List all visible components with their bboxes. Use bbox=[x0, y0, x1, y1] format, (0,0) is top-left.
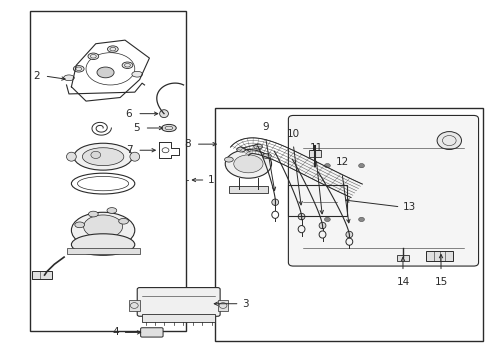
Ellipse shape bbox=[262, 153, 271, 158]
Bar bbox=[32, 271, 52, 279]
Circle shape bbox=[324, 217, 330, 222]
Bar bbox=[396, 255, 408, 261]
Ellipse shape bbox=[83, 215, 122, 238]
Text: 15: 15 bbox=[433, 277, 447, 287]
Bar bbox=[142, 315, 215, 322]
Circle shape bbox=[324, 163, 330, 168]
Ellipse shape bbox=[132, 71, 142, 77]
Text: 6: 6 bbox=[125, 109, 132, 119]
Ellipse shape bbox=[71, 212, 135, 248]
Text: 2: 2 bbox=[33, 71, 40, 81]
Bar bbox=[215, 108, 483, 341]
Ellipse shape bbox=[107, 46, 118, 52]
Text: 1: 1 bbox=[207, 175, 214, 185]
Ellipse shape bbox=[75, 222, 84, 228]
Ellipse shape bbox=[66, 152, 76, 161]
Bar bbox=[129, 300, 140, 311]
Ellipse shape bbox=[345, 231, 352, 238]
Ellipse shape bbox=[130, 152, 140, 161]
Circle shape bbox=[358, 163, 364, 168]
Bar bbox=[217, 300, 228, 311]
Bar bbox=[66, 248, 140, 253]
FancyBboxPatch shape bbox=[137, 288, 220, 316]
Ellipse shape bbox=[97, 67, 114, 78]
Text: 13: 13 bbox=[402, 202, 415, 212]
Ellipse shape bbox=[122, 62, 133, 68]
Ellipse shape bbox=[82, 148, 123, 166]
Ellipse shape bbox=[74, 143, 132, 170]
Bar bbox=[288, 185, 346, 216]
Ellipse shape bbox=[71, 234, 135, 255]
Ellipse shape bbox=[119, 219, 128, 224]
Ellipse shape bbox=[159, 110, 168, 118]
Ellipse shape bbox=[107, 208, 117, 213]
Bar bbox=[426, 251, 452, 261]
Ellipse shape bbox=[73, 66, 84, 72]
Ellipse shape bbox=[88, 53, 99, 59]
Bar bbox=[309, 150, 321, 157]
Circle shape bbox=[91, 151, 101, 158]
Ellipse shape bbox=[298, 213, 305, 220]
Ellipse shape bbox=[319, 222, 325, 229]
Text: 14: 14 bbox=[396, 277, 409, 287]
Bar bbox=[30, 12, 185, 330]
FancyBboxPatch shape bbox=[141, 328, 163, 337]
FancyBboxPatch shape bbox=[288, 116, 478, 266]
Circle shape bbox=[358, 217, 364, 222]
Ellipse shape bbox=[88, 211, 98, 217]
Text: 3: 3 bbox=[242, 299, 248, 309]
Ellipse shape bbox=[63, 75, 74, 81]
Text: 9: 9 bbox=[262, 122, 268, 132]
Text: 12: 12 bbox=[335, 157, 348, 167]
Ellipse shape bbox=[271, 199, 278, 206]
Circle shape bbox=[436, 132, 461, 149]
Text: 10: 10 bbox=[286, 129, 299, 139]
Text: 11: 11 bbox=[309, 143, 322, 153]
Ellipse shape bbox=[253, 144, 262, 149]
Ellipse shape bbox=[224, 157, 233, 162]
Ellipse shape bbox=[233, 155, 263, 173]
Text: 8: 8 bbox=[184, 139, 190, 149]
Bar bbox=[32, 271, 40, 279]
Text: 7: 7 bbox=[125, 145, 132, 155]
Text: 5: 5 bbox=[133, 123, 140, 133]
Bar bbox=[228, 186, 267, 193]
Ellipse shape bbox=[225, 149, 271, 178]
Ellipse shape bbox=[161, 125, 176, 132]
Text: 4: 4 bbox=[112, 327, 119, 337]
Ellipse shape bbox=[236, 147, 245, 152]
